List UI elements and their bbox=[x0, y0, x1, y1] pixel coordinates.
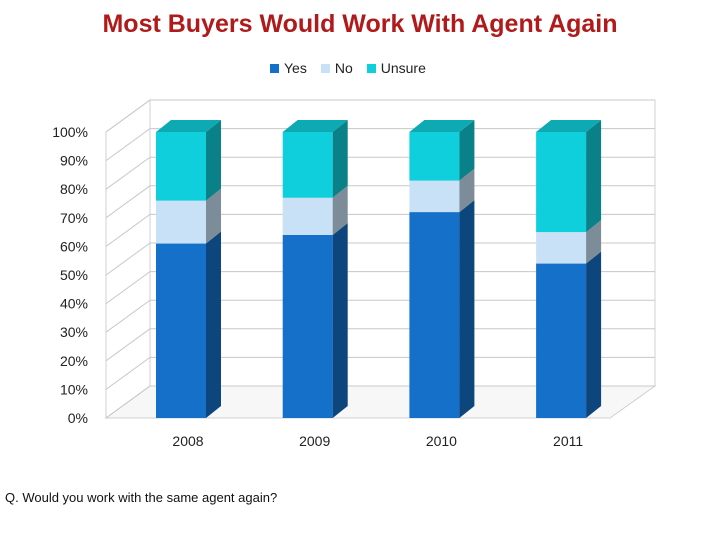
bar-segment bbox=[409, 180, 460, 213]
y-tick-label: 80% bbox=[60, 181, 88, 197]
gridline bbox=[105, 271, 655, 305]
y-tick-label: 0% bbox=[68, 410, 88, 426]
legend: Yes No Unsure bbox=[270, 59, 440, 77]
bar-segment bbox=[536, 263, 587, 418]
bar-segment bbox=[156, 243, 206, 418]
legend-label-yes: Yes bbox=[284, 60, 307, 76]
legend-label-no: No bbox=[334, 60, 353, 76]
legend-label-unsure: Unsure bbox=[380, 60, 426, 76]
gridline bbox=[105, 128, 655, 162]
y-tick-label: 20% bbox=[60, 353, 88, 369]
footnote: Q. Would you work with the same agent ag… bbox=[5, 490, 278, 505]
bar-segment-side bbox=[459, 200, 475, 418]
y-tick-label: 90% bbox=[60, 153, 88, 169]
bar-segment bbox=[156, 132, 206, 201]
bar-top-face bbox=[282, 120, 348, 132]
gridline bbox=[105, 156, 655, 190]
chart-title: Most Buyers Would Work With Agent Again bbox=[102, 10, 618, 38]
gridline bbox=[105, 213, 655, 247]
y-tick-label: 30% bbox=[60, 324, 88, 340]
bar-segment-side bbox=[586, 220, 602, 264]
stacked-bar-chart: 0% 10% 20% 30% 40% 50% 60% 70% 80% 90% 100% 2008 200… bbox=[52, 99, 657, 449]
bar-segment-side bbox=[459, 168, 475, 213]
legend-item-yes: Yes bbox=[270, 60, 307, 76]
gridline bbox=[105, 185, 655, 219]
legend-swatch-no bbox=[320, 63, 330, 73]
x-tick-label: 2008 bbox=[172, 433, 203, 449]
bar-segment bbox=[409, 132, 460, 181]
y-tick-label: 100% bbox=[52, 124, 88, 140]
gridline bbox=[105, 356, 655, 390]
bar-segment-side bbox=[332, 185, 348, 235]
gridline bbox=[105, 299, 655, 333]
bar-segment-side bbox=[459, 120, 475, 181]
x-tick-label: 2011 bbox=[553, 433, 583, 449]
bar-top-face bbox=[156, 120, 221, 132]
bar-segment-side bbox=[206, 120, 221, 201]
bar-segment-side bbox=[586, 120, 602, 233]
bar-segment bbox=[282, 197, 333, 235]
bar-top-face bbox=[536, 120, 602, 132]
bar-segment bbox=[409, 212, 460, 418]
bar-top-face bbox=[409, 120, 475, 132]
bar-segment bbox=[282, 132, 333, 198]
y-tick-label: 60% bbox=[60, 238, 88, 254]
bar-segment-side bbox=[206, 231, 221, 418]
gridline bbox=[105, 328, 655, 362]
legend-item-no: No bbox=[320, 60, 353, 76]
bar-segment-side bbox=[332, 120, 348, 198]
bar-segment-side bbox=[586, 251, 602, 418]
y-tick-label: 50% bbox=[60, 267, 88, 283]
gridline bbox=[105, 99, 655, 133]
x-tick-label: 2010 bbox=[426, 433, 457, 449]
bar-segment-side bbox=[206, 188, 221, 244]
legend-swatch-yes bbox=[270, 63, 279, 73]
bar-segment bbox=[536, 132, 587, 233]
gridline bbox=[105, 385, 655, 419]
bar-segment-side bbox=[332, 222, 348, 418]
bar-segment bbox=[282, 234, 333, 418]
x-tick-label: 2009 bbox=[299, 433, 330, 449]
y-tick-label: 40% bbox=[60, 296, 88, 312]
y-tick-label: 70% bbox=[60, 210, 88, 226]
gridline bbox=[105, 242, 655, 276]
bar-segment bbox=[536, 232, 587, 264]
legend-swatch-unsure bbox=[366, 63, 376, 73]
bar-segment bbox=[156, 200, 206, 244]
y-tick-label: 10% bbox=[60, 381, 88, 397]
legend-item-unsure: Unsure bbox=[366, 60, 426, 76]
